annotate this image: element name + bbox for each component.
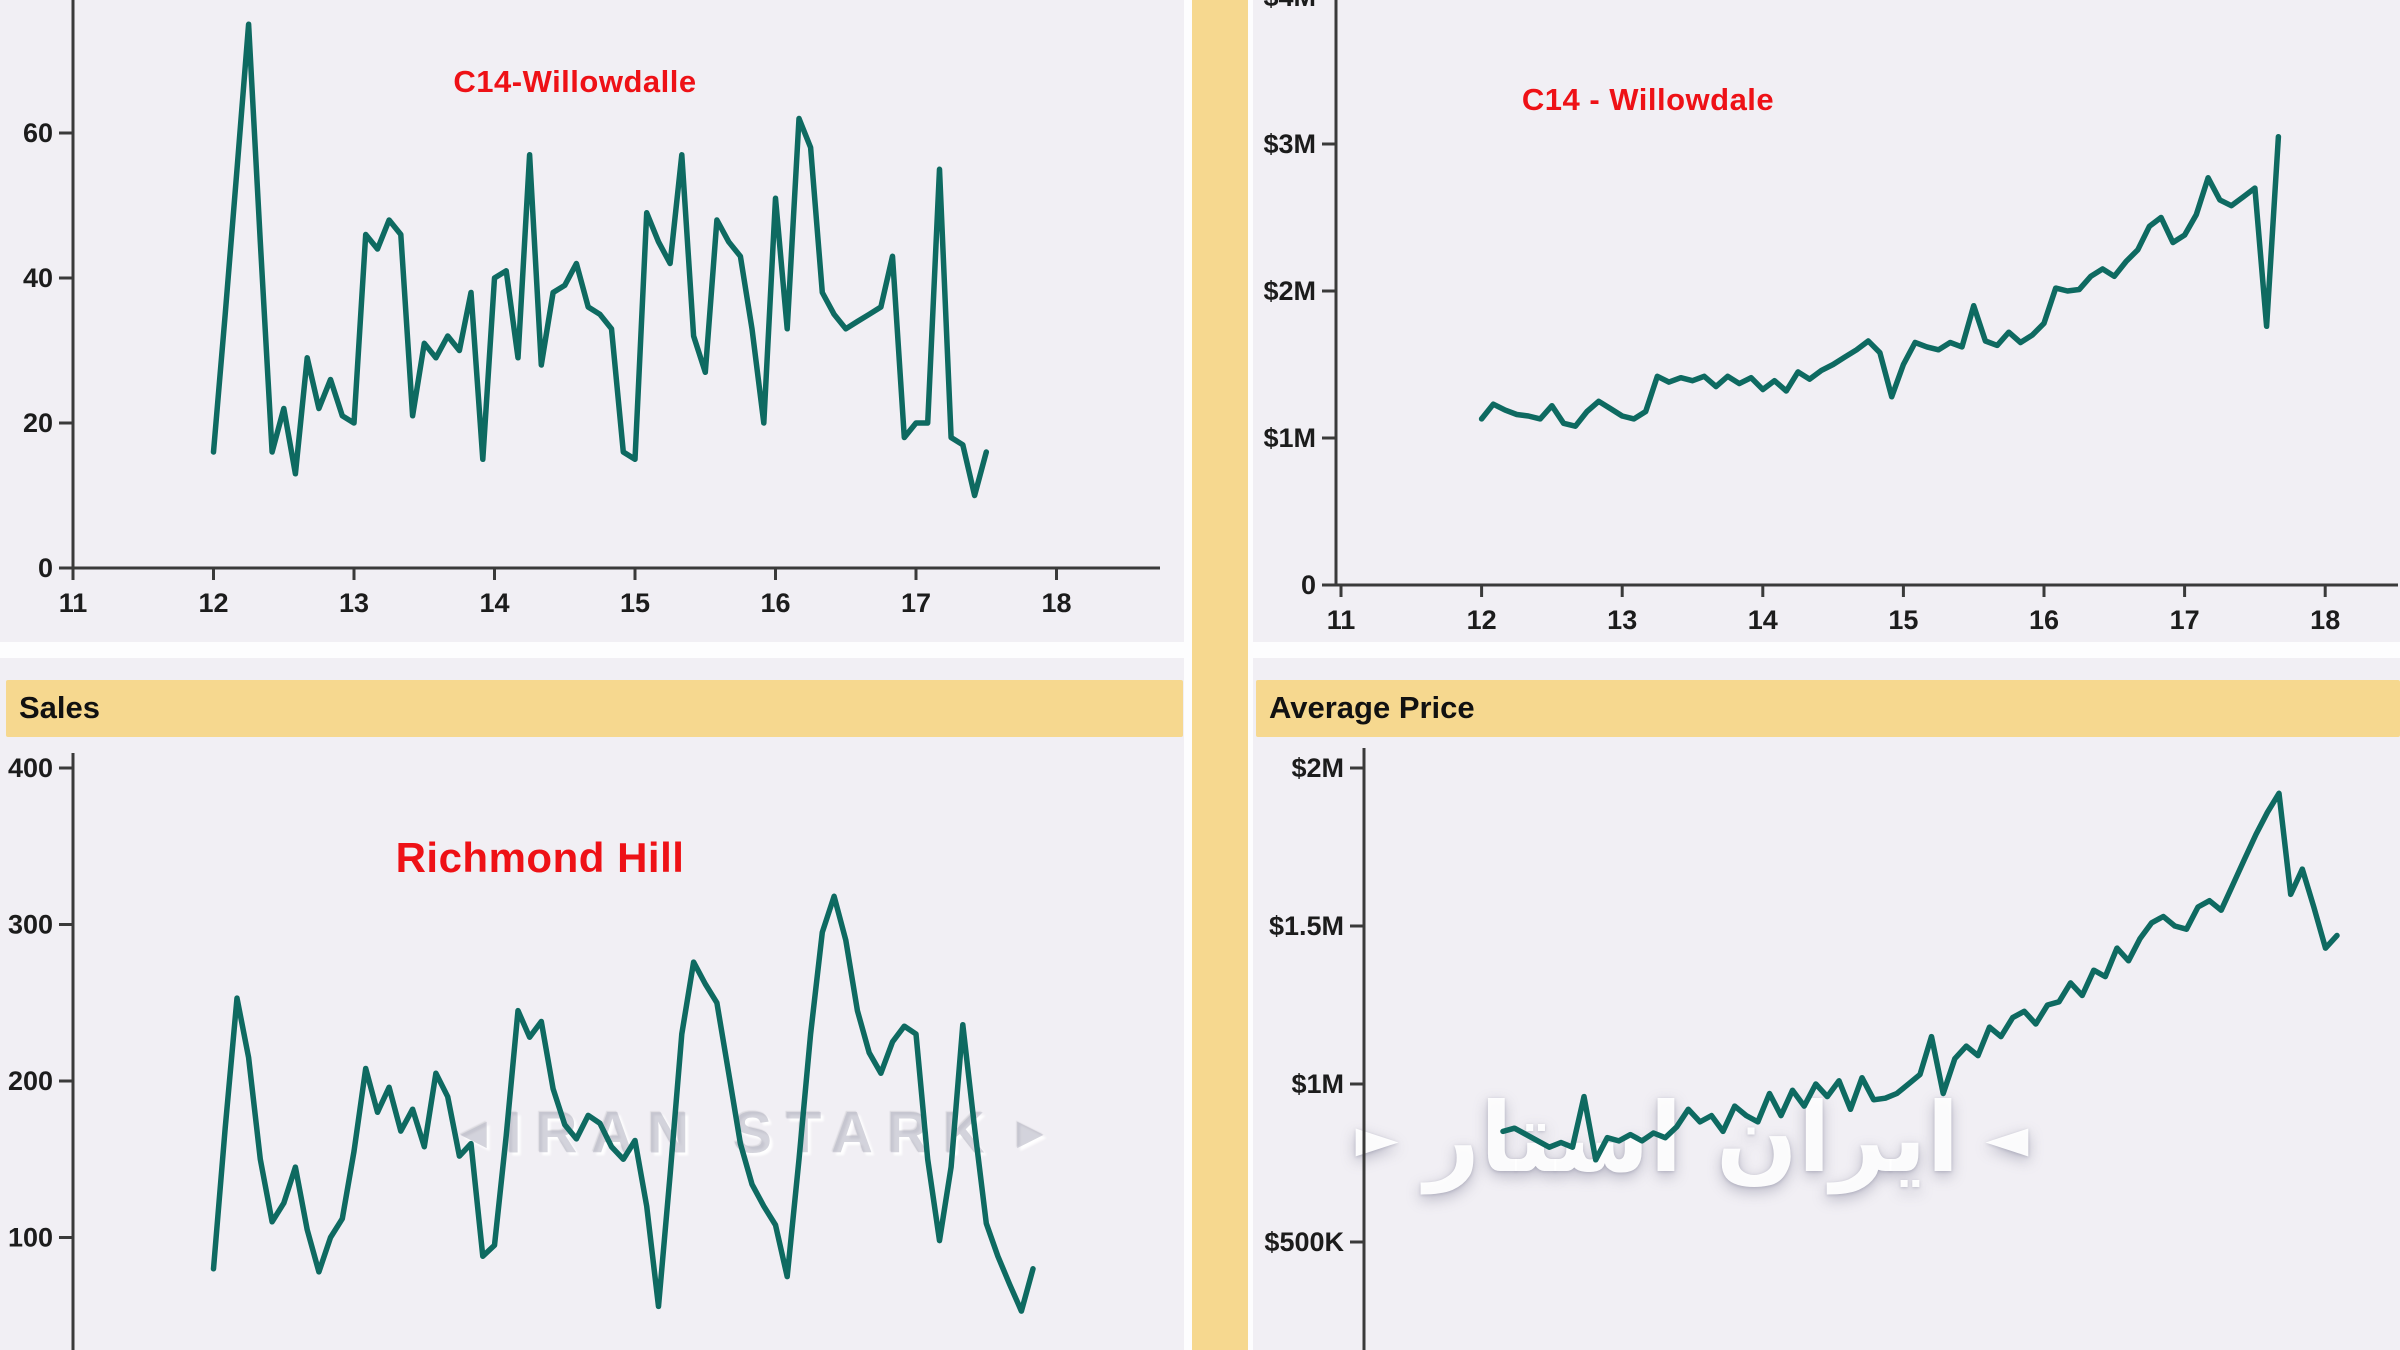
sales-header-label: Sales [19,690,101,725]
svg-text:20: 20 [23,408,53,438]
svg-text:$4M: $4M [1263,0,1316,12]
svg-text:12: 12 [198,588,228,618]
svg-text:0: 0 [1301,570,1316,600]
svg-text:13: 13 [1607,605,1637,635]
chart-price-richmond-hill: $500K $1M $1.5M $2M [1264,748,2340,1350]
sales-header-band: Sales [6,680,1183,737]
svg-text:17: 17 [2170,605,2200,635]
svg-text:$3M: $3M [1263,129,1316,159]
svg-text:15: 15 [1888,605,1918,635]
svg-text:11: 11 [59,588,88,618]
svg-text:$1.5M: $1.5M [1269,911,1344,941]
chart-title-willowdale-sales: C14-Willowdalle [453,64,697,99]
svg-text:400: 400 [8,753,53,783]
svg-text:14: 14 [1748,605,1778,635]
svg-text:$2M: $2M [1291,753,1344,783]
svg-text:12: 12 [1467,605,1497,635]
svg-text:13: 13 [339,588,369,618]
vertical-gap-right [1248,0,1253,1350]
watermark-right-text: ایران استار [1424,1082,1960,1194]
svg-text:60: 60 [23,118,53,148]
series-sales-richmond-hill [210,893,1036,1314]
chart-title-willowdale-price: C14 - Willowdale [1521,82,1775,117]
svg-text:18: 18 [2310,605,2340,635]
svg-text:17: 17 [901,588,931,618]
chart-sales-richmond-hill: 100 200 300 400 [8,753,1036,1350]
svg-text:16: 16 [2029,605,2059,635]
svg-text:40: 40 [23,263,53,293]
svg-text:11: 11 [1327,605,1356,635]
svg-text:16: 16 [760,588,790,618]
svg-text:100: 100 [8,1223,53,1253]
svg-text:200: 200 [8,1066,53,1096]
svg-text:18: 18 [1041,588,1071,618]
series-price-richmond-hill [1500,790,2340,1163]
svg-text:300: 300 [8,910,53,940]
svg-text:$2M: $2M [1263,276,1316,306]
series-price-willowdale [1478,133,2282,429]
average-price-header-label: Average Price [1269,690,1475,725]
watermark-iran-stark: ◄ IRAN STARK ► [442,1100,1062,1167]
svg-text:15: 15 [620,588,650,618]
left-arrow-icon: ◄ [1985,1105,2029,1171]
svg-text:$500K: $500K [1264,1227,1344,1257]
vertical-gap-left [1184,0,1192,1350]
svg-text:14: 14 [479,588,509,618]
watermark-iran-star-farsi: ► ایران استار ◄ [1330,1082,2055,1194]
average-price-header-band: Average Price [1256,680,2400,737]
svg-text:$1M: $1M [1263,423,1316,453]
chart-title-richmond-hill: Richmond Hill [395,834,685,881]
series-sales-willowdale [210,21,990,499]
chart-sales-willowdale: 0 20 40 60 11 12 13 14 15 16 17 18 [23,0,1160,618]
chart-price-willowdale: 0 $1M $2M $3M $4M 11 12 13 14 15 16 17 18 [1263,0,2398,635]
vertical-yellow-divider [1192,0,1248,1350]
svg-text:$1M: $1M [1291,1069,1344,1099]
svg-text:0: 0 [38,553,53,583]
right-arrow-icon: ► [1008,1108,1053,1157]
